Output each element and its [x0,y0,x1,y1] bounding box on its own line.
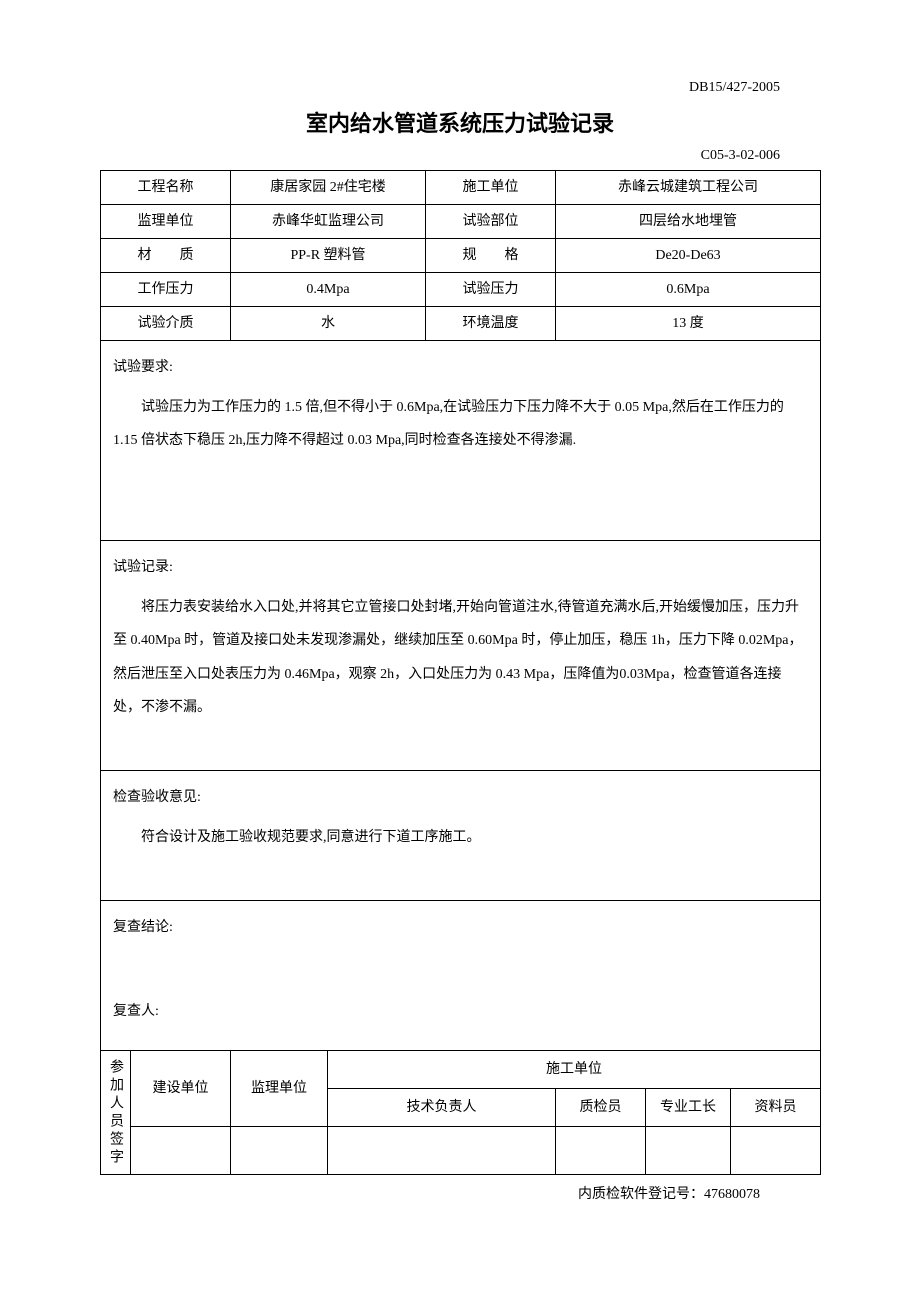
value-construction-unit: 赤峰云城建筑工程公司 [556,171,821,205]
review-conclusion-label: 复查结论: [113,911,808,945]
col-tech-lead: 技术负责人 [328,1089,556,1127]
label-work-pressure: 工作压力 [101,273,231,307]
value-material: PP-R 塑料管 [231,239,426,273]
standard-code: DB15/427-2005 [100,80,820,96]
label-project-name: 工程名称 [101,171,231,205]
record-section: 试验记录: 将压力表安装给水入口处,并将其它立管接口处封堵,开始向管道注水,待管… [101,541,821,771]
col-qc: 质检员 [556,1089,646,1127]
value-supervision-unit: 赤峰华虹监理公司 [231,205,426,239]
requirement-section: 试验要求: 试验压力为工作压力的 1.5 倍,但不得小于 0.6Mpa,在试验压… [101,341,821,541]
label-env-temp: 环境温度 [426,307,556,341]
opinion-label: 检查验收意见: [113,781,808,815]
value-env-temp: 13 度 [556,307,821,341]
info-row: 工作压力 0.4Mpa 试验压力 0.6Mpa [101,273,821,307]
record-label: 试验记录: [113,551,808,585]
value-spec: De20-De63 [556,239,821,273]
sign-build-unit [131,1127,231,1175]
info-row: 材 质 PP-R 塑料管 规 格 De20-De63 [101,239,821,273]
info-row: 监理单位 赤峰华虹监理公司 试验部位 四层给水地埋管 [101,205,821,239]
col-doc-clerk: 资料员 [731,1089,821,1127]
label-material: 材 质 [101,239,231,273]
label-supervision-unit: 监理单位 [101,205,231,239]
col-supervise-unit: 监理单位 [231,1051,328,1127]
value-work-pressure: 0.4Mpa [231,273,426,307]
sign-qc [556,1127,646,1175]
page-title: 室内给水管道系统压力试验记录 [100,106,820,138]
record-content: 将压力表安装给水入口处,并将其它立管接口处封堵,开始向管道注水,待管道充满水后,… [113,591,808,725]
opinion-section: 检查验收意见: 符合设计及施工验收规范要求,同意进行下道工序施工。 [101,771,821,901]
main-table: 工程名称 康居家园 2#住宅楼 施工单位 赤峰云城建筑工程公司 监理单位 赤峰华… [100,170,821,1175]
sign-tech-lead [328,1127,556,1175]
info-row: 工程名称 康居家园 2#住宅楼 施工单位 赤峰云城建筑工程公司 [101,171,821,205]
col-build-unit: 建设单位 [131,1051,231,1127]
label-test-location: 试验部位 [426,205,556,239]
value-test-location: 四层给水地埋管 [556,205,821,239]
requirement-label: 试验要求: [113,351,808,385]
sign-doc-clerk [731,1127,821,1175]
sign-foreman [646,1127,731,1175]
document-code: C05-3-02-006 [100,148,820,164]
col-construct-unit: 施工单位 [328,1051,821,1089]
signature-side-label: 参加人员签字 [101,1051,131,1175]
value-test-pressure: 0.6Mpa [556,273,821,307]
value-project-name: 康居家园 2#住宅楼 [231,171,426,205]
col-foreman: 专业工长 [646,1089,731,1127]
review-person-label: 复查人: [113,995,808,1029]
review-section: 复查结论: 复查人: [101,901,821,1051]
opinion-content: 符合设计及施工验收规范要求,同意进行下道工序施工。 [113,821,808,855]
info-row: 试验介质 水 环境温度 13 度 [101,307,821,341]
label-test-medium: 试验介质 [101,307,231,341]
label-test-pressure: 试验压力 [426,273,556,307]
footer-text: 内质检软件登记号：47680078 [100,1183,820,1203]
requirement-content: 试验压力为工作压力的 1.5 倍,但不得小于 0.6Mpa,在试验压力下压力降不… [113,391,808,458]
label-spec: 规 格 [426,239,556,273]
value-test-medium: 水 [231,307,426,341]
label-construction-unit: 施工单位 [426,171,556,205]
sign-supervise-unit [231,1127,328,1175]
